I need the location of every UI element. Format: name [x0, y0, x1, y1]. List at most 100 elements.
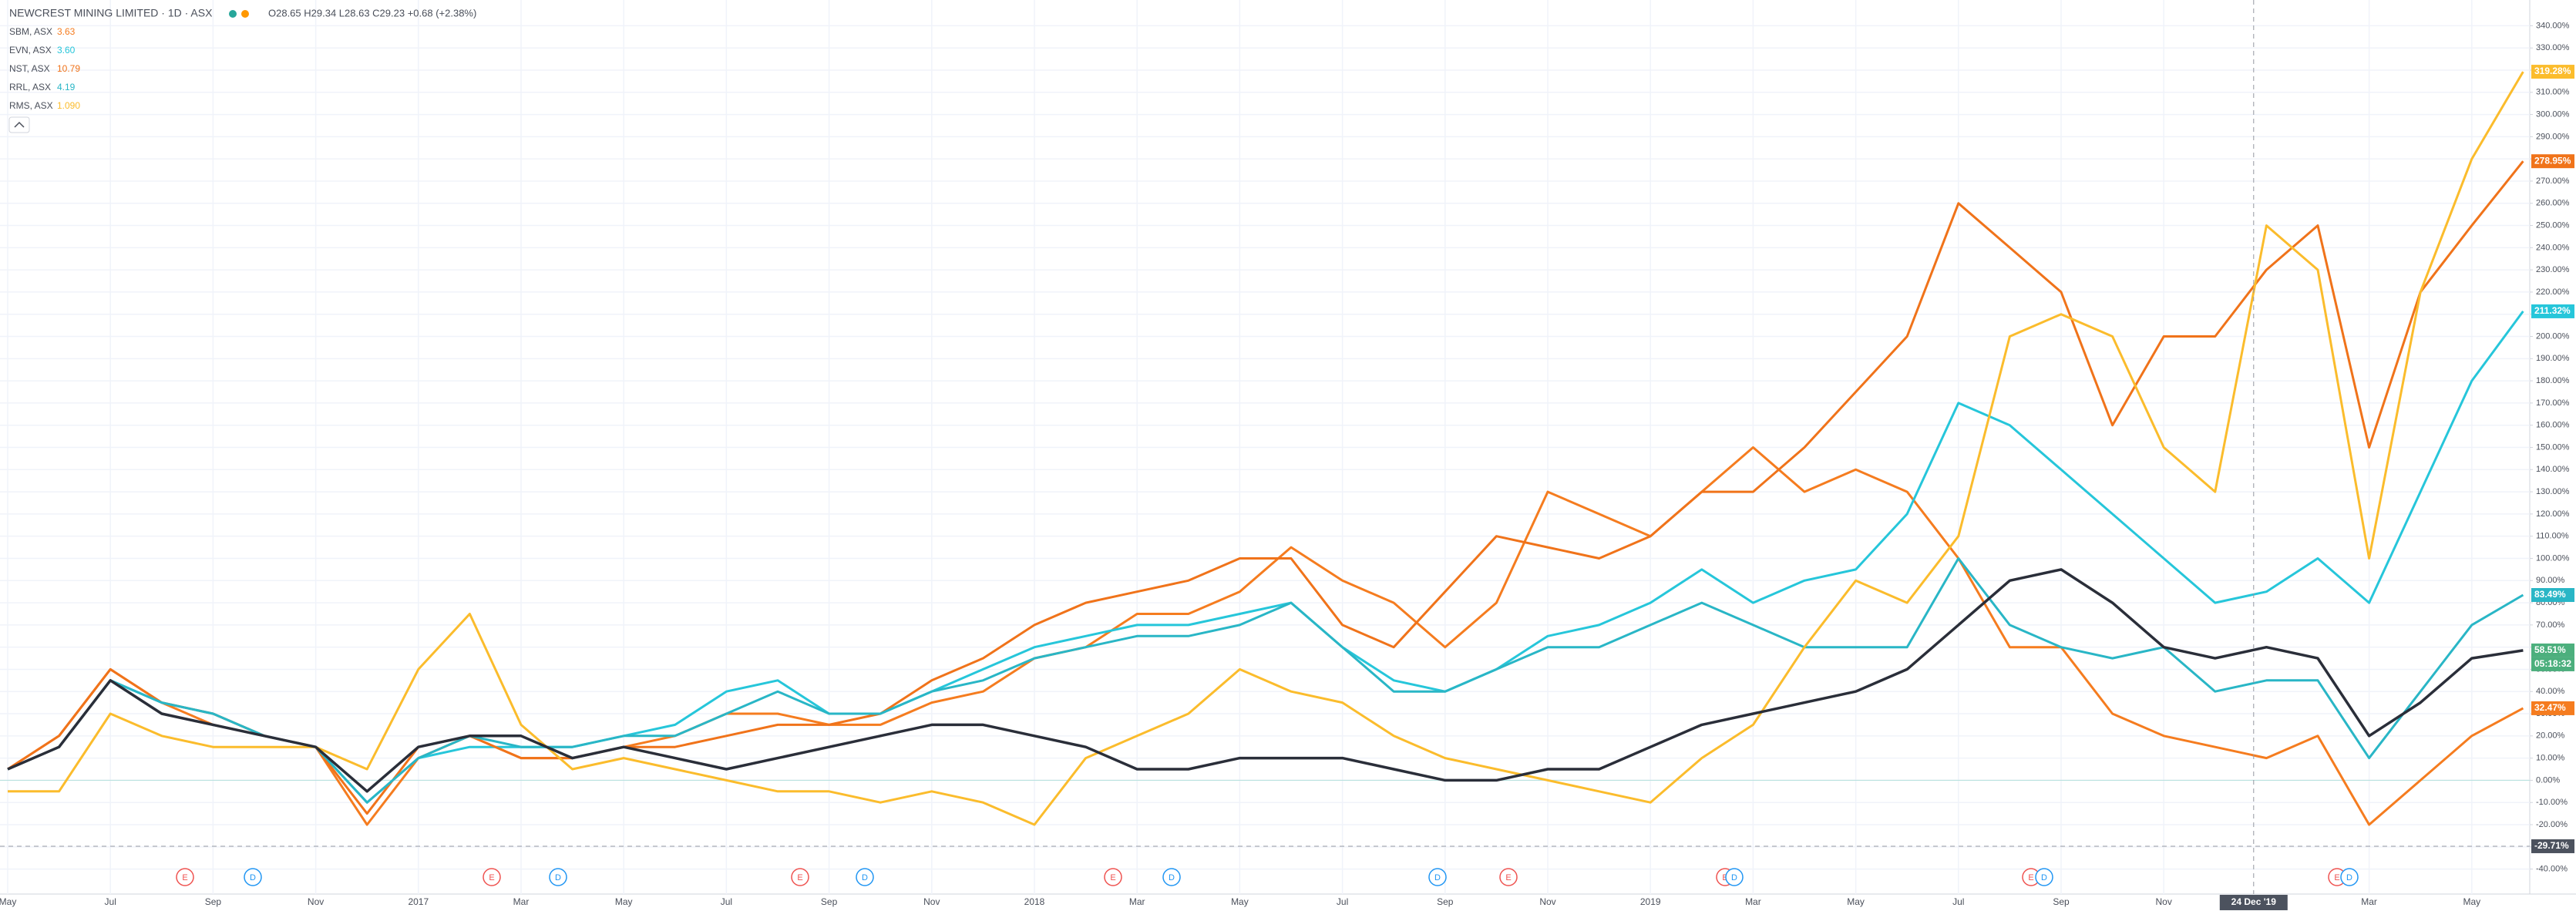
- y-tick-label: 120.00%: [2536, 509, 2570, 519]
- price-badge-label: 319.28%: [2534, 66, 2571, 76]
- series-line: [8, 71, 2524, 826]
- y-tick-label: -20.00%: [2536, 820, 2568, 829]
- y-tick-label: 20.00%: [2536, 731, 2565, 741]
- y-tick-label: 130.00%: [2536, 487, 2570, 496]
- chart-title: NEWCREST MINING LIMITED · 1D · ASX: [9, 7, 213, 19]
- y-tick-label: 140.00%: [2536, 465, 2570, 474]
- x-tick-label: 2019: [1640, 896, 1661, 907]
- y-tick-label: 270.00%: [2536, 176, 2570, 186]
- legend-price: 10.79: [57, 63, 80, 74]
- x-tick-label: Mar: [513, 896, 530, 907]
- event-label: D: [1434, 873, 1441, 882]
- y-tick-label: 310.00%: [2536, 88, 2570, 97]
- x-tick-label: Mar: [2361, 896, 2377, 907]
- x-tick-label: Nov: [2156, 896, 2172, 907]
- x-tick-label: Nov: [308, 896, 324, 907]
- y-tick-label: 180.00%: [2536, 376, 2570, 385]
- y-tick-label: 90.00%: [2536, 576, 2565, 585]
- event-marker: [791, 868, 809, 886]
- event-label: D: [555, 873, 561, 882]
- event-marker: [176, 868, 194, 886]
- price-badge-label: 211.32%: [2534, 305, 2571, 316]
- x-tick-label: May: [615, 896, 633, 907]
- x-tick-label: 2017: [408, 896, 429, 907]
- x-tick-label: Jul: [1952, 896, 1964, 907]
- y-tick-label: 300.00%: [2536, 109, 2570, 119]
- event-marker: [1104, 868, 1122, 886]
- legend-name: EVN, ASX: [9, 45, 52, 55]
- x-tick-label: Jul: [105, 896, 116, 907]
- event-marker: [483, 868, 501, 886]
- event-label: D: [2346, 873, 2352, 882]
- x-tick-label: Nov: [1539, 896, 1555, 907]
- legend-name: NST, ASX: [9, 63, 50, 74]
- countdown-badge: [2531, 657, 2574, 671]
- event-label: D: [1169, 873, 1175, 882]
- event-label: E: [182, 873, 187, 882]
- event-marker: [856, 868, 874, 886]
- price-badge: [2531, 304, 2574, 318]
- y-tick-label: 260.00%: [2536, 199, 2570, 208]
- event-label: D: [1731, 873, 1737, 882]
- series-lines: [7, 71, 2524, 826]
- x-tick-label: May: [1847, 896, 1865, 907]
- y-tick-label: 200.00%: [2536, 331, 2570, 341]
- x-tick-label: Sep: [1437, 896, 1454, 907]
- y-tick-label: 110.00%: [2536, 532, 2569, 541]
- event-label: D: [2041, 873, 2047, 882]
- y-tick-label: 70.00%: [2536, 620, 2565, 630]
- y-tick-label: -10.00%: [2536, 798, 2568, 807]
- crosshair-badge: [2531, 839, 2574, 853]
- legend-price: 3.60: [57, 45, 76, 55]
- y-tick-label: 250.00%: [2536, 220, 2570, 230]
- event-label: E: [797, 873, 802, 882]
- event-label: E: [1505, 873, 1511, 882]
- price-badge-label: 83.49%: [2534, 589, 2566, 600]
- event-marker: [1499, 868, 1518, 886]
- series-line: [7, 557, 2524, 804]
- x-tick-label: Jul: [721, 896, 732, 907]
- price-badge: [2531, 701, 2574, 715]
- crosshair-label: -29.71%: [2534, 840, 2569, 851]
- collapse-icon: [14, 121, 25, 128]
- y-tick-label: 340.00%: [2536, 21, 2570, 30]
- legend-name: RRL, ASX: [9, 82, 51, 92]
- event-label: E: [2028, 873, 2033, 882]
- legend-name: RMS, ASX: [9, 100, 53, 111]
- y-tick-label: 170.00%: [2536, 398, 2570, 408]
- x-tick-label: Mar: [1129, 896, 1145, 907]
- y-tick-label: 240.00%: [2536, 243, 2570, 252]
- status-dot: [229, 10, 237, 18]
- series-line: [7, 568, 2524, 793]
- price-badge: [2531, 643, 2574, 657]
- price-badge: [2531, 588, 2574, 603]
- y-tick-label: 290.00%: [2536, 132, 2570, 141]
- price-badge: [2531, 154, 2574, 169]
- event-marker: [2035, 868, 2053, 886]
- x-tick-label: Nov: [923, 896, 940, 907]
- collapse-button[interactable]: [8, 116, 30, 133]
- legend-price: 1.090: [57, 100, 80, 111]
- price-badge-label: 58.51%: [2534, 644, 2566, 655]
- x-tick-label: May: [0, 896, 16, 907]
- legend-price: 3.63: [57, 26, 76, 37]
- y-tick-label: 160.00%: [2536, 421, 2570, 430]
- event-label: E: [1722, 873, 1727, 882]
- crosshair-date-badge: [2219, 895, 2288, 910]
- x-tick-label: Mar: [1745, 896, 1761, 907]
- x-tick-label: Sep: [821, 896, 838, 907]
- event-label: E: [489, 873, 494, 882]
- y-tick-label: 230.00%: [2536, 265, 2570, 274]
- x-tick-label: Sep: [205, 896, 222, 907]
- legend-name: SBM, ASX: [9, 26, 52, 37]
- x-tick-label: 2018: [1024, 896, 1045, 907]
- legend-price: 4.19: [57, 82, 76, 92]
- y-tick-label: 100.00%: [2536, 553, 2570, 563]
- series-line: [7, 311, 2524, 804]
- y-tick-label: 150.00%: [2536, 442, 2570, 452]
- y-tick-label: -40.00%: [2536, 865, 2568, 874]
- event-marker: [2340, 868, 2359, 886]
